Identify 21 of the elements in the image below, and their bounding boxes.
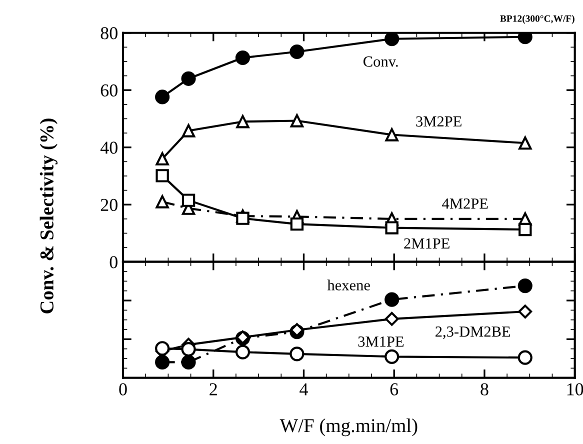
- series-label: Conv.: [364, 56, 398, 67]
- y-tick-label: 0: [110, 256, 118, 268]
- y-tick-label: 20: [100, 198, 118, 212]
- x-tick-label: 0: [119, 383, 127, 396]
- x-tick-label: 6: [390, 383, 398, 396]
- series-label: 3M2PE: [416, 116, 462, 127]
- series-label: 2M1PE: [404, 238, 450, 248]
- series-label: 2,3-DM2BE: [436, 326, 510, 339]
- x-tick-label: 8: [480, 383, 488, 396]
- series-label: hexene: [327, 280, 370, 290]
- y-axis-title: Conv. & Selectivity (%): [40, 118, 58, 314]
- x-tick-label: 10: [567, 383, 583, 396]
- x-axis-title: W/F (mg.min/ml): [280, 418, 418, 436]
- chart-title: BP12(300°C,W/F): [500, 15, 574, 24]
- x-tick-label: 4: [300, 383, 308, 396]
- y-tick-label: 80: [100, 27, 118, 40]
- y-tick-label: 40: [100, 142, 118, 154]
- y-tick-label: 60: [100, 84, 118, 97]
- series-label: 4M2PE: [442, 198, 488, 209]
- x-tick-label: 2: [210, 383, 217, 396]
- series-label: 3M1PE: [358, 336, 404, 347]
